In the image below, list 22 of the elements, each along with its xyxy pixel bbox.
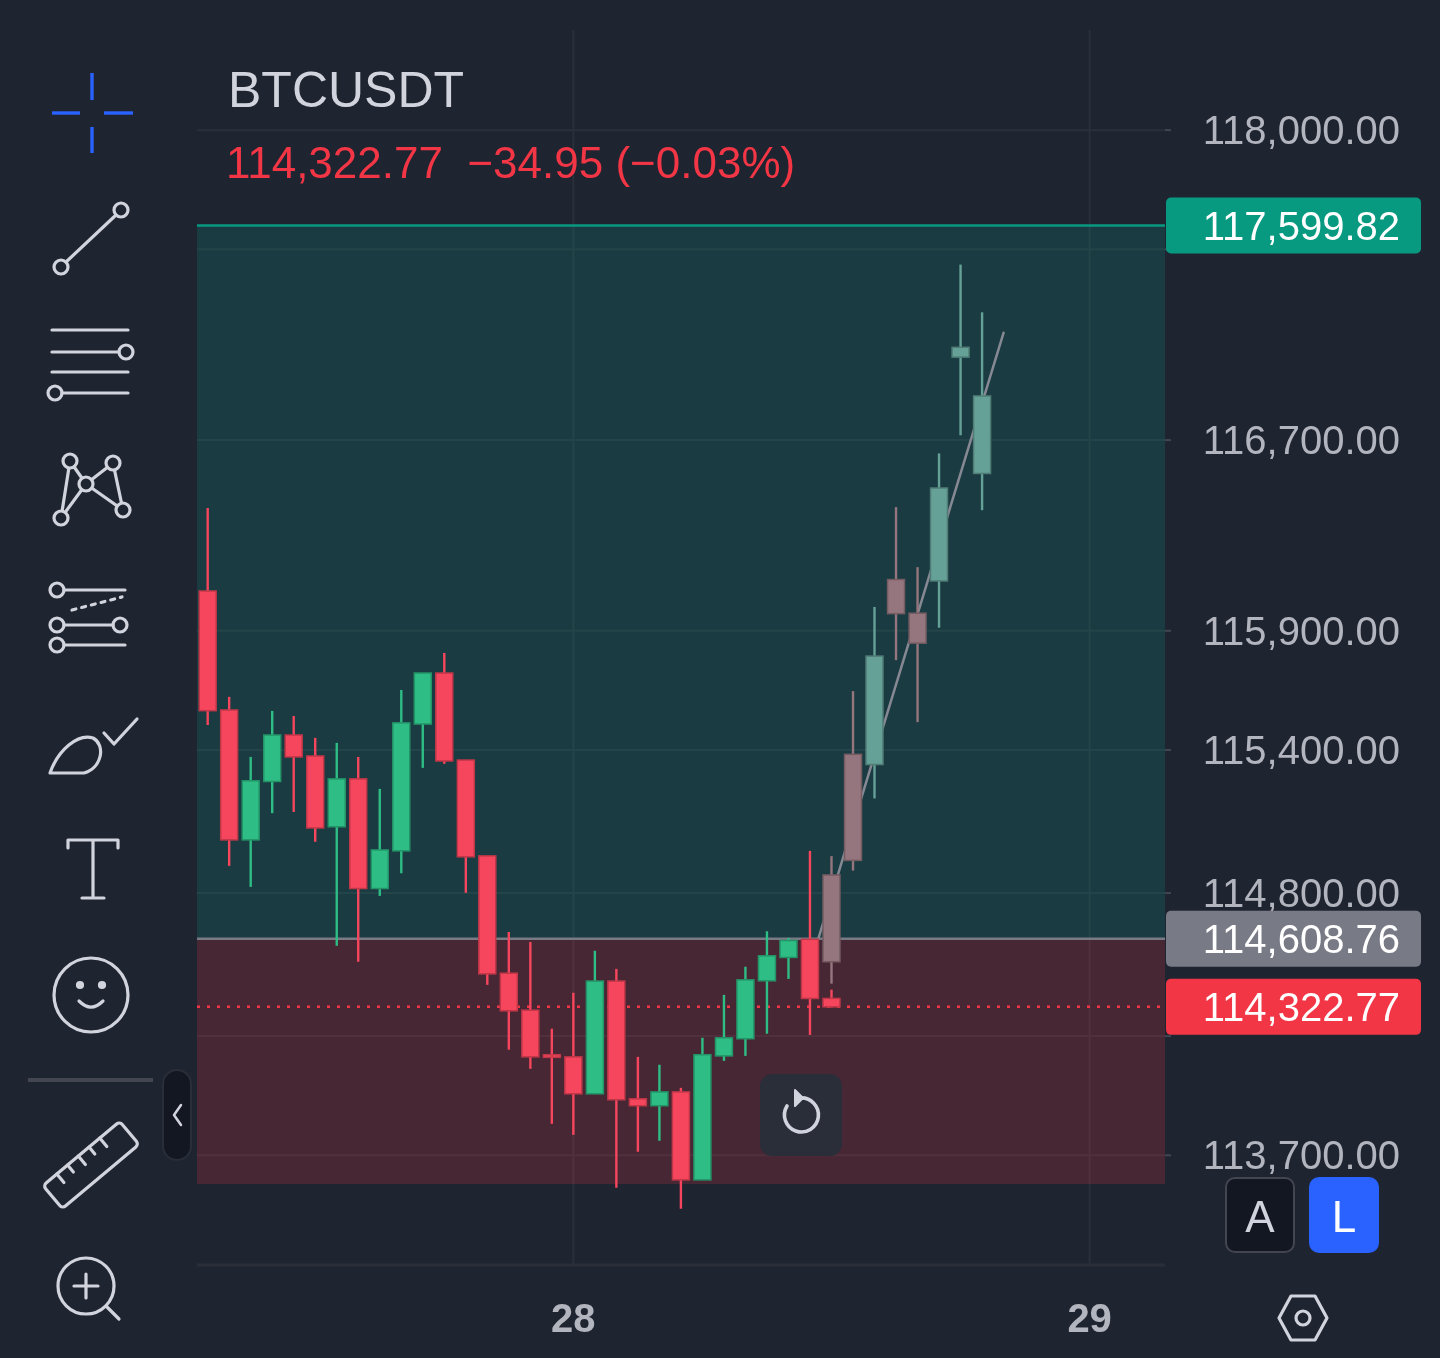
ref-line-label: 114,322.77 [1202, 984, 1400, 1029]
y-tick-label: 113,700.00 [1202, 1133, 1400, 1178]
y-tick-label: 115,900.00 [1202, 608, 1400, 653]
candlestick [650, 1063, 669, 1142]
y-tick-label: 118,000.00 [1202, 108, 1400, 153]
y-tick-label: 116,700.00 [1202, 418, 1400, 463]
text: A [1245, 1191, 1276, 1241]
text: 114,322.77 −34.95 (−0.03%) [226, 138, 796, 187]
x-tick-label: 28 [551, 1296, 596, 1340]
y-tick-label: 114,800.00 [1202, 871, 1400, 916]
ref-line-label: 114,608.76 [1202, 916, 1400, 961]
candlestick [779, 936, 798, 981]
text: BTCUSDT [228, 62, 465, 118]
candlestick [284, 714, 303, 814]
text: L [1331, 1191, 1357, 1241]
candlestick [628, 1055, 648, 1153]
candlestick [542, 1027, 562, 1126]
candlestick [714, 993, 734, 1063]
x-tick-label: 29 [1067, 1296, 1112, 1340]
candlestick [951, 263, 970, 437]
y-tick-label: 115,400.00 [1202, 728, 1400, 773]
ref-line-label: 117,599.82 [1202, 203, 1400, 248]
